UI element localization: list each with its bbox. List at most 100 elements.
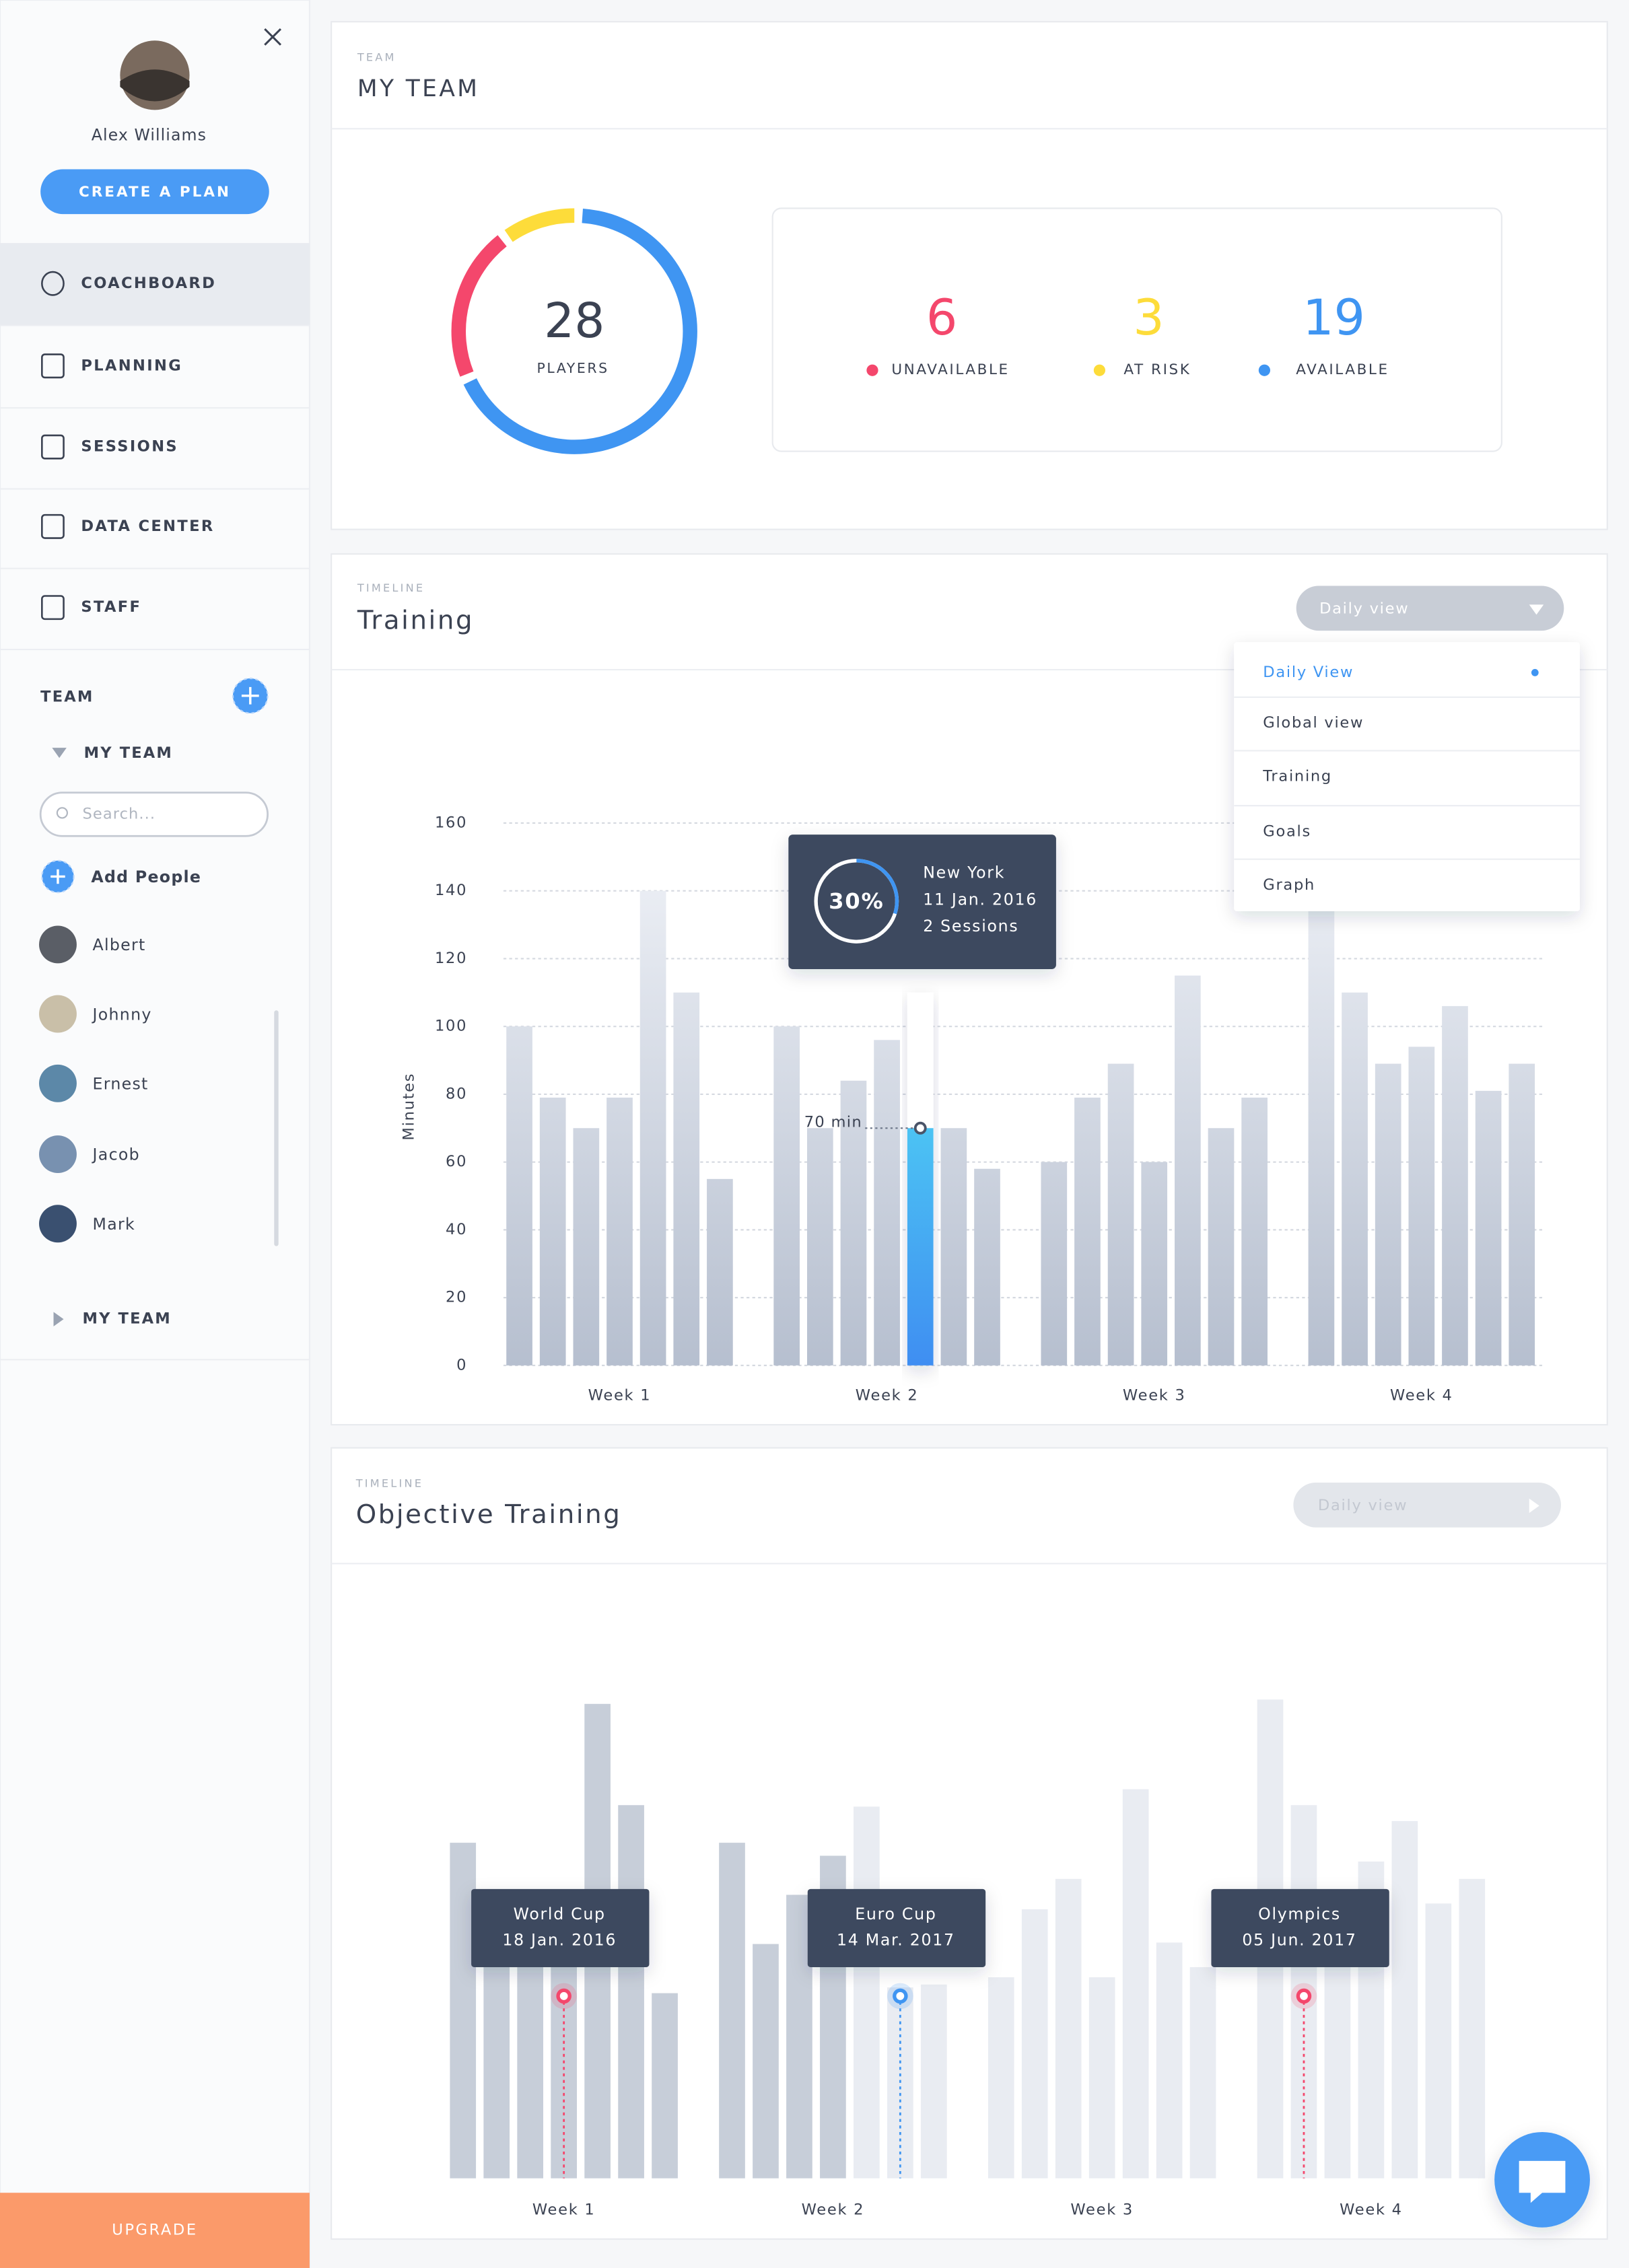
user-name: Alex Williams (92, 126, 207, 145)
nav-icon (41, 595, 65, 621)
bar (753, 1944, 779, 2178)
bar (920, 1984, 947, 2178)
tooltip-line: 11 Jan. 2016 (923, 890, 1037, 909)
event-tooltip (807, 1888, 986, 1967)
tooltip (788, 835, 1056, 969)
bar (1088, 1977, 1115, 2178)
nav-icon (41, 353, 65, 379)
person-avatar (39, 995, 77, 1033)
card-eyebrow: TIMELINE (357, 581, 425, 594)
event-marker[interactable] (893, 1988, 908, 2004)
group-label: MY TEAM (84, 744, 173, 762)
bar (1442, 1005, 1468, 1366)
bar (1391, 1820, 1418, 2178)
bar (707, 1178, 733, 1366)
menu-item: Global view (1263, 714, 1364, 732)
x-tick-label: Week 1 (532, 2201, 596, 2219)
x-tick-label: Week 3 (1123, 1387, 1186, 1405)
person-name: Jacob (92, 1145, 140, 1164)
x-tick-label: Week 4 (1340, 2201, 1403, 2219)
nav-icon (41, 271, 65, 296)
bar (1074, 1097, 1101, 1366)
avatar-shade (120, 69, 190, 102)
chat-icon (1519, 2160, 1566, 2203)
bar (1509, 1063, 1535, 1366)
menu-item: Graph (1263, 876, 1315, 894)
donut-total: 28 (544, 293, 604, 349)
nav-icon (41, 513, 65, 539)
nav-active (0, 243, 310, 326)
bar (506, 1026, 532, 1366)
tooltip-arc (856, 859, 899, 915)
y-tick-label: 140 (435, 882, 467, 899)
bar (652, 1993, 678, 2178)
bar (1408, 1047, 1435, 1366)
view-dropdown-label: Daily view (1319, 600, 1409, 617)
card-title: Training (357, 606, 474, 636)
tooltip-line: New York (923, 863, 1005, 882)
bar (1342, 992, 1368, 1366)
donut-segment (451, 235, 507, 377)
donut-segment (463, 208, 697, 454)
event-marker[interactable] (1296, 1988, 1312, 2004)
plus-icon (50, 869, 65, 884)
upgrade-button[interactable] (0, 2193, 310, 2268)
bar (639, 890, 666, 1366)
bar (940, 1128, 967, 1366)
add-people-label: Add People (91, 867, 201, 886)
view-dropdown[interactable] (1296, 586, 1564, 631)
event-marker[interactable] (556, 1988, 571, 2004)
highlight-bar (907, 1128, 934, 1366)
nav-item: STAFF (81, 598, 141, 616)
event-name: Euro Cup (855, 1905, 936, 1923)
team-label: TEAM (40, 688, 94, 705)
bar (1041, 1162, 1068, 1366)
stat-value: 19 (1303, 289, 1365, 347)
y-axis-label: Minutes (401, 1073, 418, 1141)
stat-dot (866, 364, 878, 376)
nav-icon (41, 434, 65, 460)
stat-value: 3 (1133, 289, 1165, 347)
donut-segment (504, 208, 575, 242)
event-date: 05 Jun. 2017 (1242, 1931, 1356, 1950)
y-tick-label: 80 (446, 1085, 467, 1102)
bar (573, 1128, 600, 1366)
bar (673, 992, 700, 1366)
bar (719, 1843, 745, 2178)
stat-label: UNAVAILABLE (891, 361, 1009, 378)
nav-item: COACHBOARD (81, 275, 216, 292)
person-avatar (39, 1205, 77, 1243)
caret-down (52, 748, 67, 758)
bar (1021, 1909, 1048, 2178)
highlight-label: 70 min (804, 1113, 862, 1131)
person-name: Albert (93, 935, 146, 954)
tooltip-percent: 30% (829, 888, 884, 914)
bar (974, 1168, 1000, 1366)
person-name: Johnny (92, 1005, 152, 1024)
bar (1241, 1097, 1268, 1366)
close-icon[interactable] (264, 28, 282, 46)
stat-dot (1093, 364, 1105, 376)
group-label: MY TEAM (83, 1310, 172, 1328)
bar (1189, 1966, 1216, 2178)
bar (987, 1977, 1014, 2178)
bar (1141, 1162, 1168, 1366)
bar (618, 1805, 644, 2178)
bar (1375, 1063, 1401, 1366)
person-name: Ernest (93, 1074, 149, 1093)
bar (1122, 1789, 1149, 2178)
plus-icon (241, 686, 259, 705)
highlight-dot (913, 1121, 927, 1135)
create-plan-button[interactable] (40, 169, 269, 215)
event-tooltip (471, 1888, 650, 1967)
event-date: 18 Jan. 2016 (502, 1931, 617, 1950)
bar (539, 1097, 566, 1366)
y-tick-label: 20 (446, 1289, 467, 1306)
card-eyebrow: TEAM (357, 50, 396, 63)
menu-item: Goals (1263, 822, 1311, 840)
view-dropdown[interactable] (1293, 1482, 1561, 1528)
caret-right (53, 1312, 64, 1326)
stat-dot (1258, 364, 1270, 376)
search-input[interactable] (39, 791, 269, 837)
nav-item: SESSIONS (81, 438, 178, 456)
